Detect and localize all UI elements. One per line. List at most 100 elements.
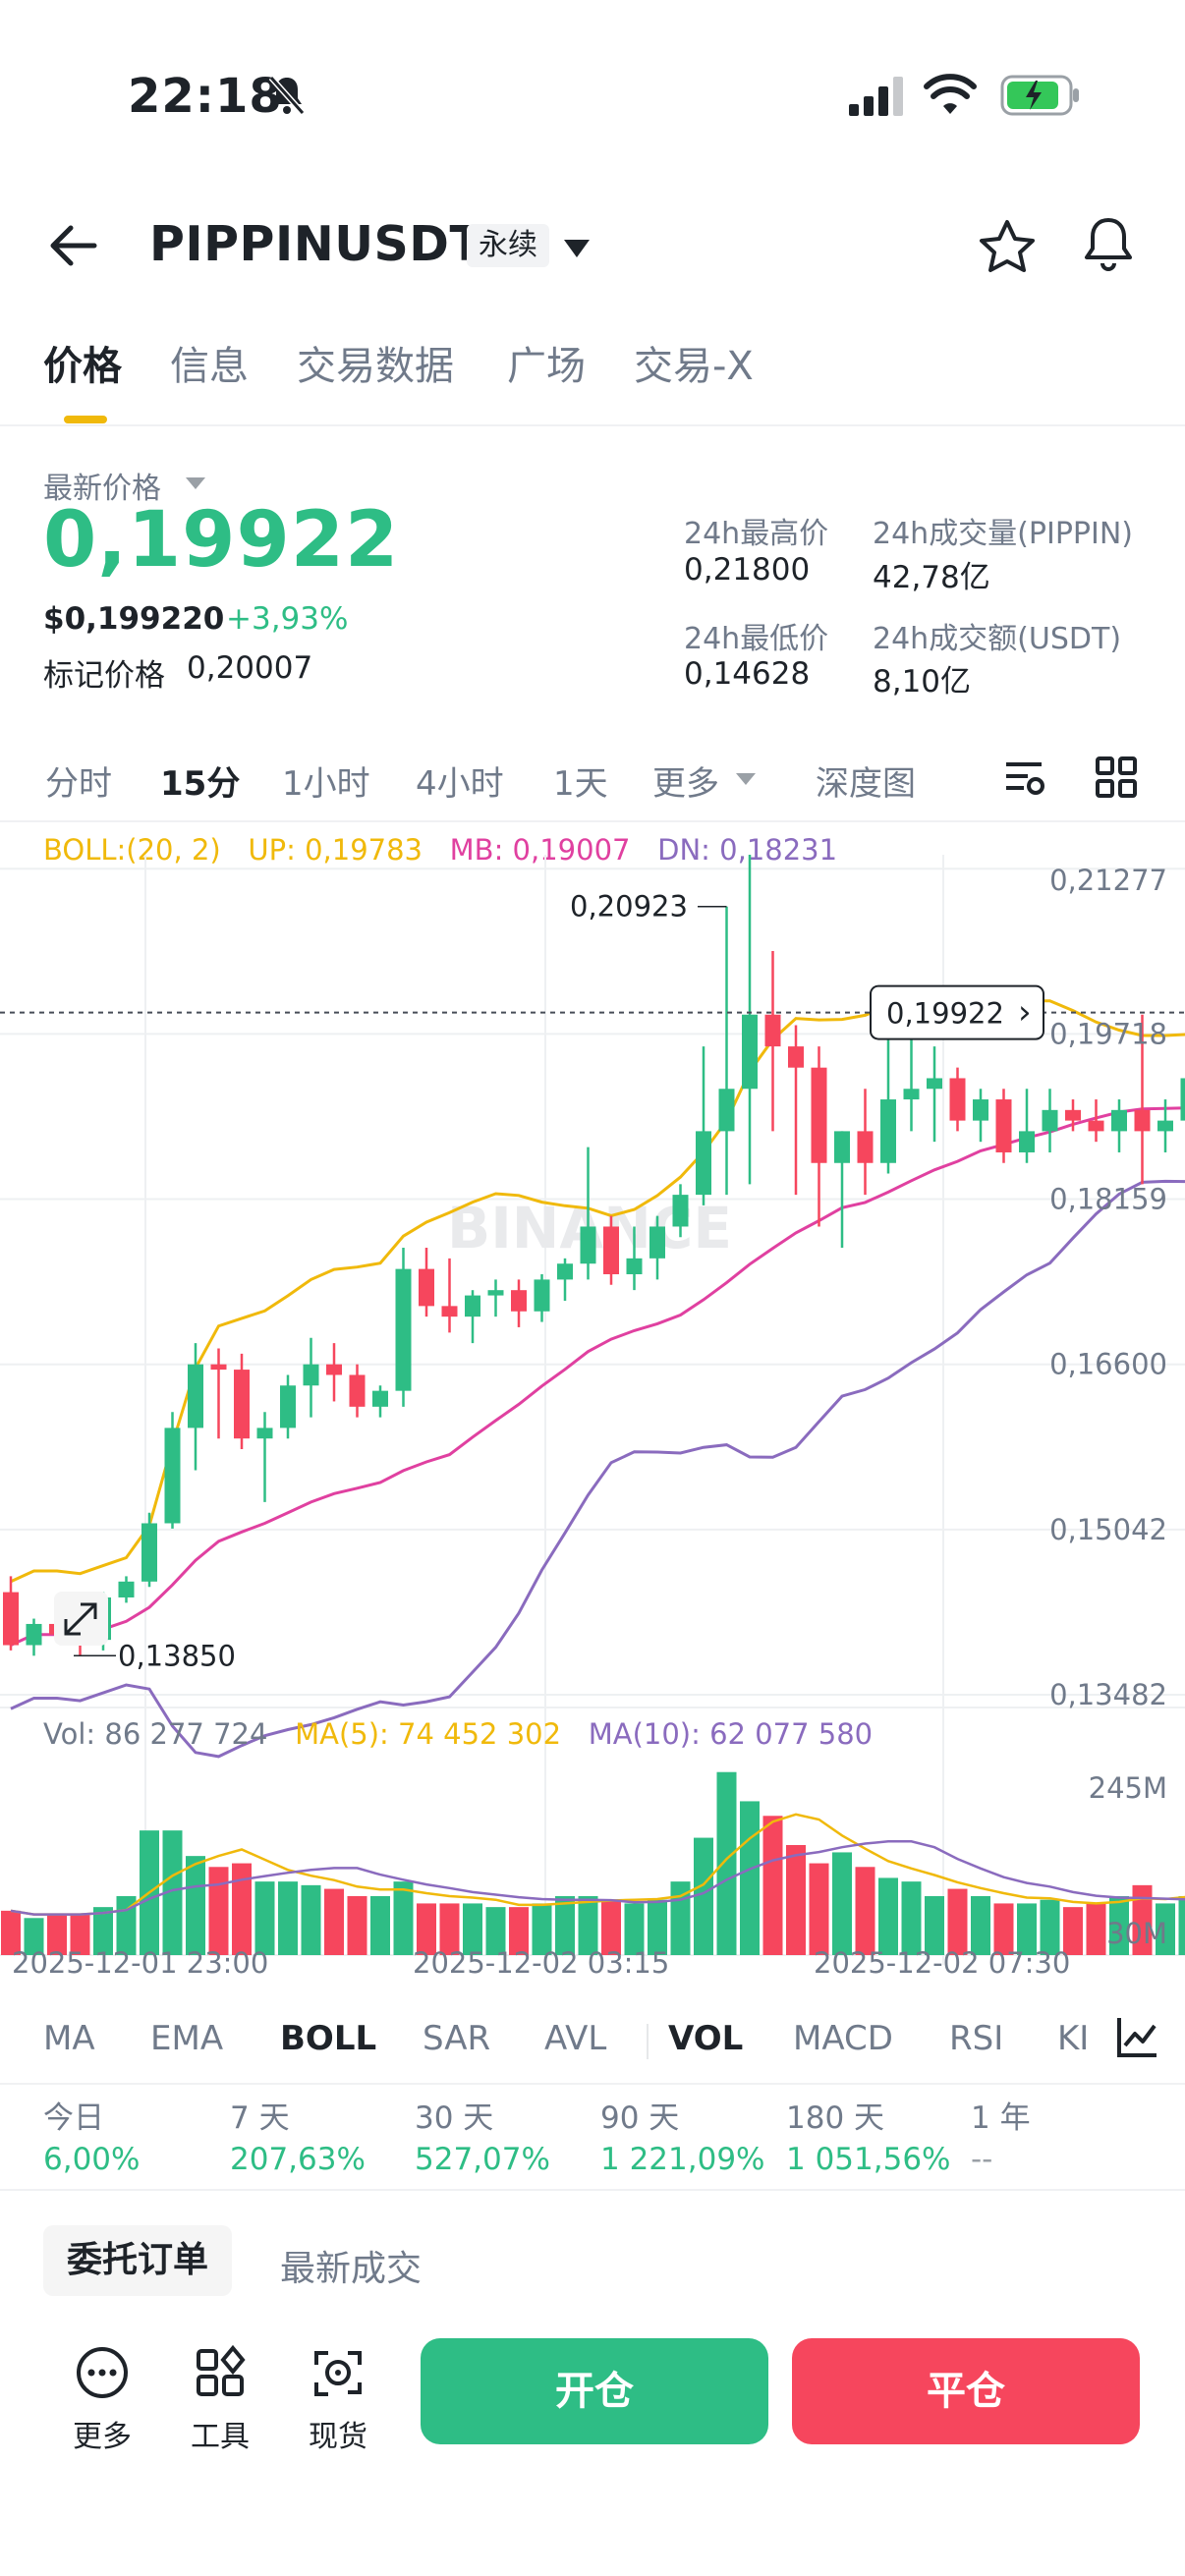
perf-label: 7 天 xyxy=(230,2100,290,2136)
ind-vol[interactable]: VOL xyxy=(668,2019,744,2058)
volume-bar xyxy=(578,1896,598,1955)
boll-legend: BOLL:(20, 2) UP: 0,19783 MB: 0,19007 DN:… xyxy=(43,833,837,867)
status-time: 22:18 xyxy=(128,69,283,124)
tf-depth[interactable]: 深度图 xyxy=(816,764,916,804)
perf-label: 180 天 xyxy=(786,2100,885,2136)
y-axis-label: 0,16600 xyxy=(1049,1348,1167,1381)
perf-value: 207,63% xyxy=(230,2142,366,2177)
candle-body xyxy=(1065,1109,1081,1121)
ind-avl[interactable]: AVL xyxy=(544,2019,607,2058)
y-axis-label: 0,15042 xyxy=(1049,1513,1167,1546)
close-position-button[interactable]: 平仓 xyxy=(792,2338,1140,2444)
last-price: 0,19922 xyxy=(43,496,400,585)
ind-sar[interactable]: SAR xyxy=(423,2019,491,2058)
candle-body xyxy=(326,1364,342,1375)
tf-1h[interactable]: 1小时 xyxy=(282,764,370,804)
vol-ma10-line xyxy=(10,1840,1185,1916)
volume-bar xyxy=(878,1877,898,1955)
volume-bar xyxy=(716,1771,737,1955)
volume-bar xyxy=(232,1863,252,1955)
ind-macd[interactable]: MACD xyxy=(793,2019,893,2058)
vol-24h: 42,78亿 xyxy=(873,560,990,595)
tab-trade-data[interactable]: 交易数据 xyxy=(297,344,454,389)
candle-body xyxy=(1042,1109,1058,1132)
volume-bar xyxy=(947,1888,968,1955)
vol-24h-label: 24h成交量(PIPPIN) xyxy=(873,517,1134,551)
boll-upper-line xyxy=(10,988,1185,1584)
volume-bar xyxy=(901,1881,922,1955)
candle-body xyxy=(742,1014,758,1090)
price-change: +3,93% xyxy=(226,601,349,637)
candle-body xyxy=(188,1364,203,1428)
volume-bar xyxy=(162,1830,183,1955)
volume-bar xyxy=(324,1888,344,1955)
volume-bar xyxy=(1,1910,21,1955)
star-icon[interactable] xyxy=(978,218,1037,275)
volume-bar xyxy=(971,1896,990,1955)
ind-rsi[interactable]: RSI xyxy=(949,2019,1004,2058)
high-24h: 0,21800 xyxy=(684,552,811,588)
pair-title[interactable]: PIPPINUSDT xyxy=(149,216,483,272)
y-axis-label: 0,21277 xyxy=(1049,864,1167,897)
current-price-tag-text: 0,19922 xyxy=(886,997,1004,1031)
low-24h-label: 24h最低价 xyxy=(684,622,829,656)
tf-more[interactable]: 更多 xyxy=(652,764,719,804)
volume-bar xyxy=(624,1903,645,1955)
price-chart[interactable]: BINANCE0,19922›0,209230,138500,212770,19… xyxy=(0,855,1185,1975)
tab-square[interactable]: 广场 xyxy=(507,344,586,389)
candle-body xyxy=(995,1099,1012,1152)
more-icon[interactable] xyxy=(73,2343,132,2402)
ind-ma[interactable]: MA xyxy=(43,2019,95,2058)
candle-body xyxy=(141,1523,157,1582)
y-axis-label: 0,18159 xyxy=(1049,1183,1167,1216)
y-axis-label: 0,13482 xyxy=(1049,1678,1167,1711)
vol-value: Vol: 86 277 724 xyxy=(43,1717,268,1751)
volume-bar xyxy=(70,1914,90,1955)
candle-body xyxy=(349,1374,366,1407)
open-position-button[interactable]: 开仓 xyxy=(421,2338,768,2444)
chart-settings-icon[interactable] xyxy=(1002,755,1047,800)
back-arrow-icon[interactable] xyxy=(47,224,98,267)
candle-body xyxy=(280,1385,296,1428)
latest-trades-tab[interactable]: 最新成交 xyxy=(280,2249,423,2289)
candle-body xyxy=(3,1592,19,1646)
tf-4h[interactable]: 4小时 xyxy=(416,764,504,804)
vol-ma5: MA(5): 74 452 302 xyxy=(295,1717,562,1751)
spot-label[interactable]: 现货 xyxy=(309,2420,367,2454)
line-chart-icon[interactable] xyxy=(1115,2014,1160,2059)
tab-price[interactable]: 价格 xyxy=(43,344,122,389)
caret-down-icon[interactable] xyxy=(735,772,757,786)
candle-body xyxy=(603,1226,619,1275)
candle-body xyxy=(718,1089,735,1132)
bell-icon[interactable] xyxy=(1081,214,1136,275)
divider xyxy=(0,820,1185,822)
dropdown-caret-icon[interactable] xyxy=(562,238,592,259)
divider xyxy=(647,2024,649,2059)
tf-line[interactable]: 分时 xyxy=(45,764,112,804)
last-price-label[interactable]: 最新价格 xyxy=(43,472,161,506)
open-orders-tab[interactable]: 委托订单 xyxy=(43,2225,232,2296)
tools-label[interactable]: 工具 xyxy=(191,2420,250,2454)
ind-ema[interactable]: EMA xyxy=(150,2019,224,2058)
volume-bar xyxy=(24,1918,44,1955)
volume-bar xyxy=(509,1907,529,1955)
more-label[interactable]: 更多 xyxy=(73,2420,132,2454)
usd-price: $0,199220 xyxy=(43,601,225,637)
volume-bar xyxy=(1132,1884,1153,1955)
volume-bar xyxy=(532,1903,552,1955)
volume-bar xyxy=(93,1907,113,1955)
volume-bar xyxy=(1109,1896,1129,1955)
caret-down-icon[interactable] xyxy=(185,476,206,490)
ind-boll[interactable]: BOLL xyxy=(280,2019,377,2058)
tf-1d[interactable]: 1天 xyxy=(553,764,608,804)
tools-icon[interactable] xyxy=(191,2343,250,2402)
tab-info[interactable]: 信息 xyxy=(170,344,249,389)
tab-trade-x[interactable]: 交易-X xyxy=(634,344,754,389)
grid-layout-icon[interactable] xyxy=(1096,756,1137,798)
volume-bar xyxy=(278,1881,298,1955)
volume-bar xyxy=(1017,1903,1037,1955)
spot-icon[interactable] xyxy=(309,2343,367,2402)
tf-15m[interactable]: 15分 xyxy=(160,764,241,804)
low-annotation: 0,13850 xyxy=(118,1639,236,1672)
volume-bar xyxy=(1156,1903,1175,1955)
